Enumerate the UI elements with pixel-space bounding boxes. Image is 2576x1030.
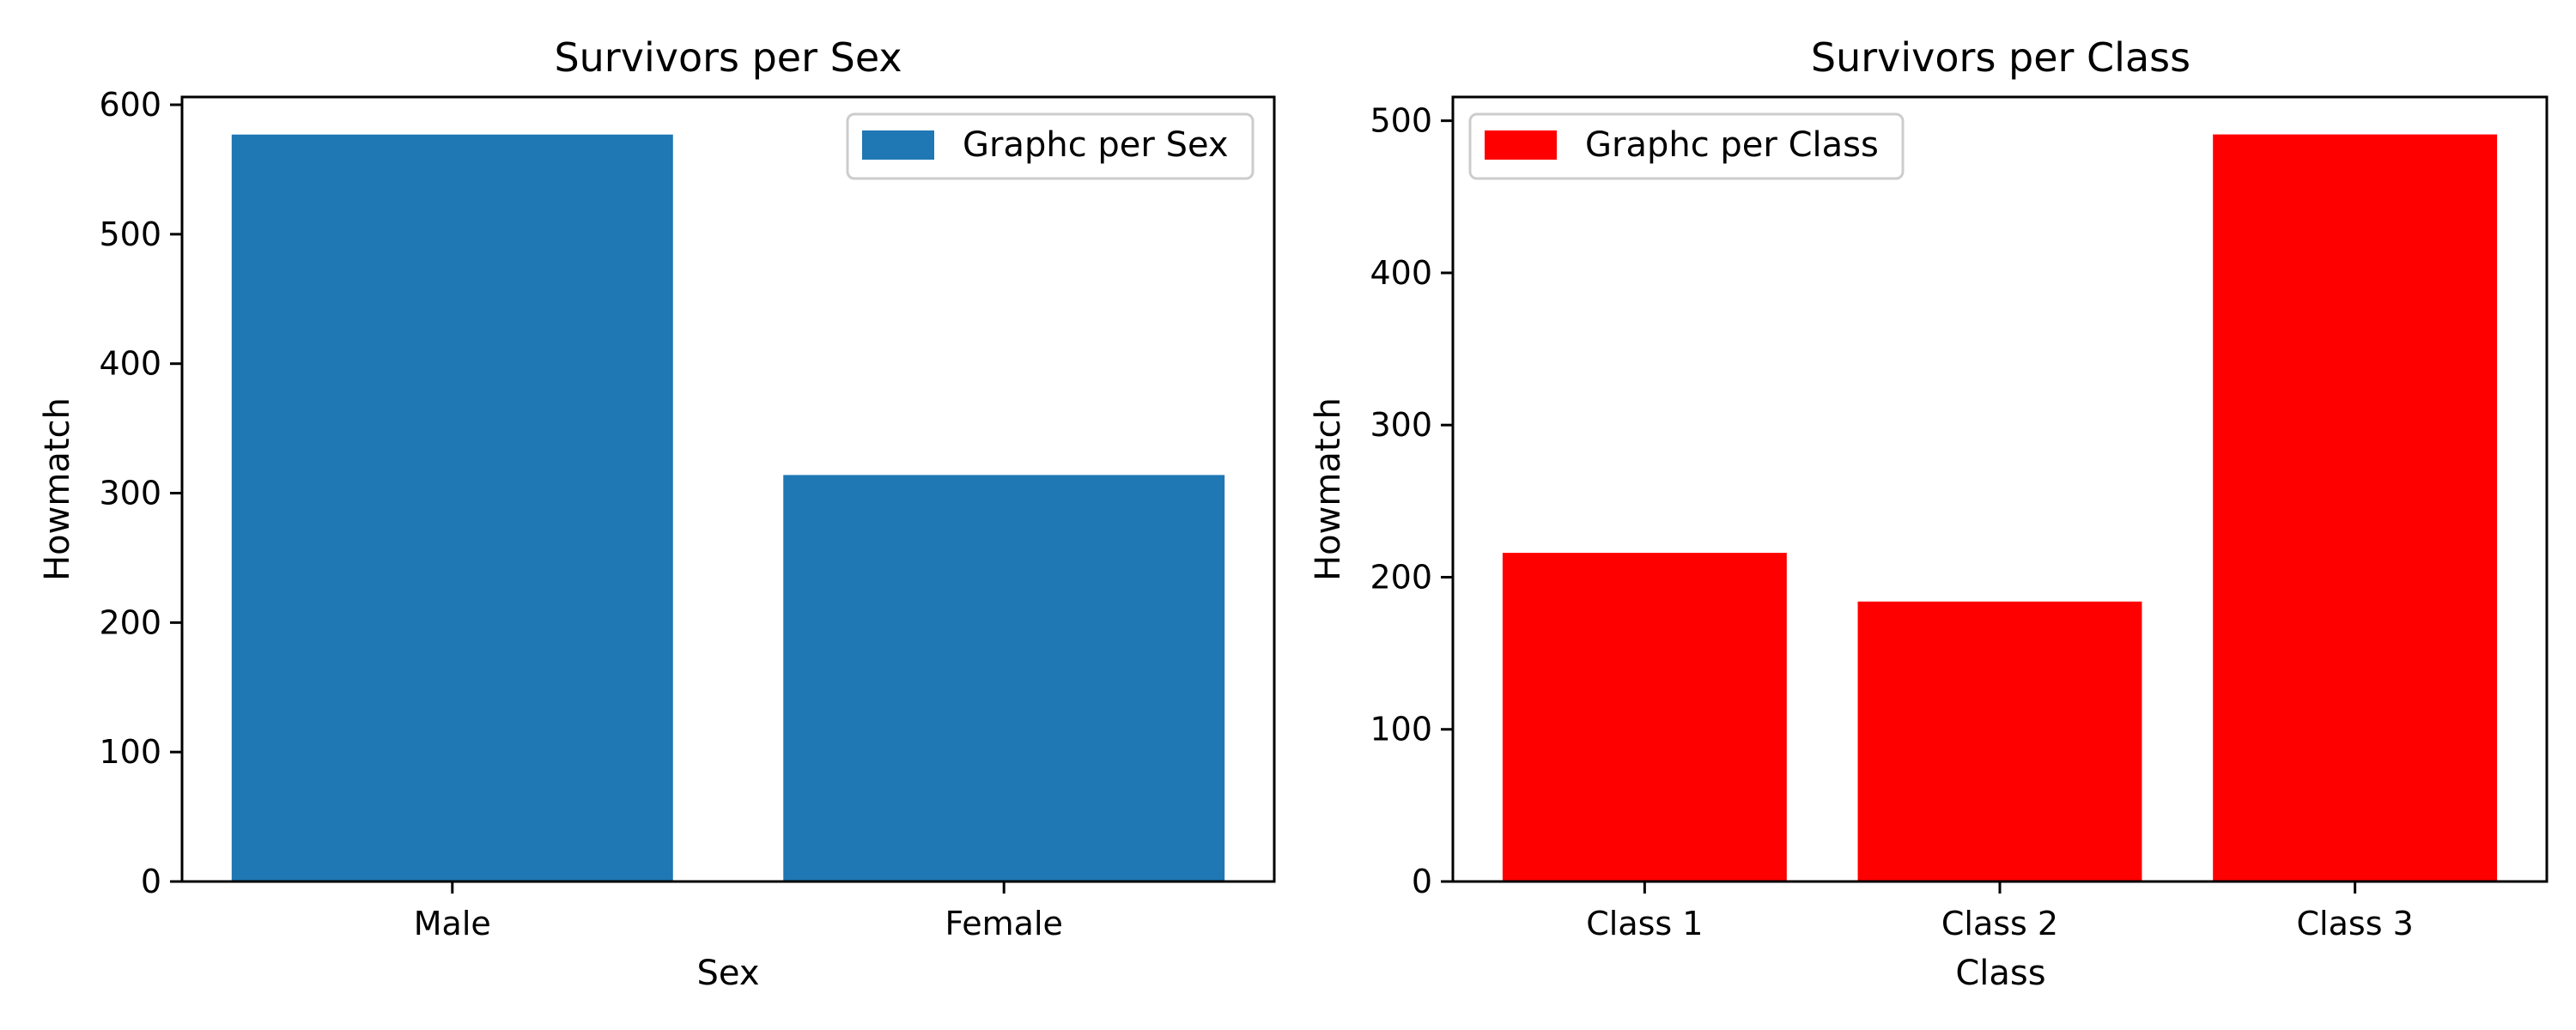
x-tick-label: Class 1 — [1586, 905, 1703, 942]
bar-male — [231, 134, 673, 882]
legend-frame — [846, 112, 1255, 180]
y-tick-label: 100 — [1370, 711, 1432, 748]
chart-title: Survivors per Sex — [554, 34, 902, 81]
y-tick-label: 400 — [1370, 254, 1432, 292]
y-tick-label: 0 — [141, 863, 161, 900]
y-tick-label: 500 — [1370, 102, 1432, 140]
x-axis-label: Class — [1955, 954, 2045, 993]
legend-swatch — [1485, 130, 1557, 160]
legend-frame — [1468, 112, 1905, 180]
bars — [231, 134, 1225, 882]
x-tick-label: Class 2 — [1941, 905, 2058, 942]
bars — [1502, 134, 2498, 882]
legend-swatch — [862, 130, 934, 160]
y-tick-label: 200 — [99, 603, 161, 641]
x-tick-label: Male — [414, 905, 491, 942]
y-tick-label: 500 — [99, 215, 161, 253]
y-axis-label: Howmatch — [38, 397, 77, 581]
bar-class-3 — [2213, 134, 2498, 882]
bar-female — [783, 475, 1225, 882]
y-tick-label: 200 — [1370, 558, 1432, 596]
y-tick-label: 400 — [99, 345, 161, 383]
bar-class-1 — [1502, 553, 1787, 882]
chart-sex: Survivors per Sex 0 100 200 300 400 500 600 Ma… — [38, 34, 1276, 993]
legend: Graphc per Class — [1468, 112, 1905, 180]
legend-label: Graphc per Class — [1585, 125, 1879, 165]
chart-class: Survivors per Class 0 100 200 300 400 500 Cla… — [1309, 34, 2549, 993]
y-axis-label: Howmatch — [1309, 397, 1348, 581]
x-tick-label: Female — [945, 905, 1063, 942]
y-tick-label: 600 — [99, 86, 161, 124]
y-tick-label: 100 — [99, 733, 161, 771]
x-ticks: Male Female — [414, 882, 1063, 942]
legend-label: Graphc per Sex — [963, 125, 1229, 165]
axes-frame — [1451, 95, 2549, 883]
y-tick-label: 0 — [1412, 863, 1432, 900]
bar-class-2 — [1857, 601, 2142, 882]
y-ticks: 0 100 200 300 400 500 600 — [99, 86, 182, 900]
axes-frame — [180, 95, 1276, 883]
y-tick-label: 300 — [1370, 406, 1432, 444]
y-tick-label: 300 — [99, 475, 161, 512]
legend: Graphc per Sex — [846, 112, 1255, 180]
y-ticks: 0 100 200 300 400 500 — [1370, 102, 1453, 900]
x-axis-label: Sex — [697, 954, 760, 993]
chart-title: Survivors per Class — [1811, 34, 2190, 81]
x-tick-label: Class 3 — [2297, 905, 2414, 942]
x-ticks: Class 1 Class 2 Class 3 — [1586, 882, 2414, 942]
